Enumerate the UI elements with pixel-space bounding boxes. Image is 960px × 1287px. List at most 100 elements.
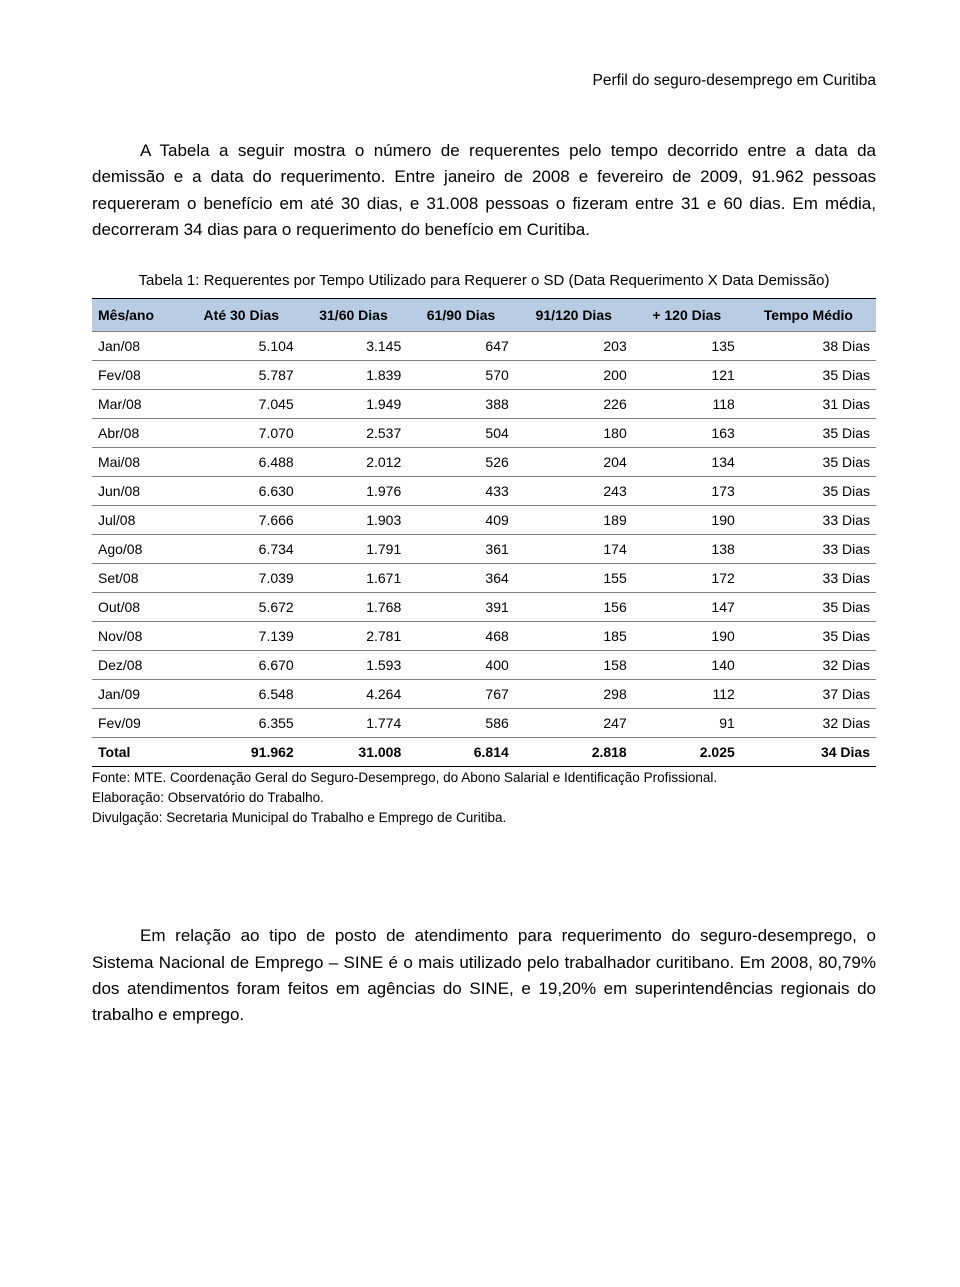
table-cell: Nov/08 <box>92 621 183 650</box>
col-header: Tempo Médio <box>741 298 876 331</box>
table-cell: 364 <box>407 563 515 592</box>
table-cell: 189 <box>515 505 633 534</box>
table-cell: 35 Dias <box>741 360 876 389</box>
table-cell: 33 Dias <box>741 505 876 534</box>
table-cell: 32 Dias <box>741 708 876 737</box>
table-cell: 388 <box>407 389 515 418</box>
table-row: Jan/085.1043.14564720313538 Dias <box>92 331 876 360</box>
table-cell: 2.537 <box>300 418 408 447</box>
col-header: 91/120 Dias <box>515 298 633 331</box>
table-row: Set/087.0391.67136415517233 Dias <box>92 563 876 592</box>
table-cell: Mar/08 <box>92 389 183 418</box>
table-cell: 1.976 <box>300 476 408 505</box>
table-cell: 361 <box>407 534 515 563</box>
table-cell: Dez/08 <box>92 650 183 679</box>
table-cell: Total <box>92 737 183 766</box>
table-cell: 1.903 <box>300 505 408 534</box>
table-cell: 5.104 <box>183 331 300 360</box>
table-cell: 147 <box>633 592 741 621</box>
table-cell: Jun/08 <box>92 476 183 505</box>
table-cell: 134 <box>633 447 741 476</box>
table-cell: 140 <box>633 650 741 679</box>
col-header: 61/90 Dias <box>407 298 515 331</box>
table-cell: 7.045 <box>183 389 300 418</box>
table-cell: 243 <box>515 476 633 505</box>
table-cell: 173 <box>633 476 741 505</box>
table-cell: 298 <box>515 679 633 708</box>
table-cell: 1.774 <box>300 708 408 737</box>
table-cell: 118 <box>633 389 741 418</box>
table-cell: 2.781 <box>300 621 408 650</box>
paragraph-1: A Tabela a seguir mostra o número de req… <box>92 138 876 243</box>
table-cell: 172 <box>633 563 741 592</box>
table-cell: 155 <box>515 563 633 592</box>
source-line-3: Divulgação: Secretaria Municipal do Trab… <box>92 809 876 827</box>
table-cell: 35 Dias <box>741 447 876 476</box>
table-cell: Abr/08 <box>92 418 183 447</box>
table-cell: 91.962 <box>183 737 300 766</box>
table-cell: 433 <box>407 476 515 505</box>
table-cell: 185 <box>515 621 633 650</box>
table-cell: 35 Dias <box>741 592 876 621</box>
table-cell: 6.355 <box>183 708 300 737</box>
table-cell: 7.070 <box>183 418 300 447</box>
source-line-2: Elaboração: Observatório do Trabalho. <box>92 789 876 807</box>
table-cell: 1.791 <box>300 534 408 563</box>
table-row: Jun/086.6301.97643324317335 Dias <box>92 476 876 505</box>
table-row: Fev/085.7871.83957020012135 Dias <box>92 360 876 389</box>
table-cell: 7.666 <box>183 505 300 534</box>
running-header: Perfil do seguro-desemprego em Curitiba <box>92 72 876 90</box>
source-line-1: Fonte: MTE. Coordenação Geral do Seguro-… <box>92 769 876 787</box>
table-cell: 31.008 <box>300 737 408 766</box>
table-cell: 5.672 <box>183 592 300 621</box>
table-cell: 158 <box>515 650 633 679</box>
table-cell: 121 <box>633 360 741 389</box>
table-cell: 7.039 <box>183 563 300 592</box>
paragraph-1-text: A Tabela a seguir mostra o número de req… <box>92 141 876 239</box>
table-cell: 6.548 <box>183 679 300 708</box>
col-header: + 120 Dias <box>633 298 741 331</box>
table-cell: 2.025 <box>633 737 741 766</box>
table-row: Abr/087.0702.53750418016335 Dias <box>92 418 876 447</box>
table-cell: 33 Dias <box>741 534 876 563</box>
table-cell: 1.593 <box>300 650 408 679</box>
table-cell: 190 <box>633 621 741 650</box>
table-cell: Fev/09 <box>92 708 183 737</box>
col-header: Mês/ano <box>92 298 183 331</box>
table-cell: Jul/08 <box>92 505 183 534</box>
col-header: Até 30 Dias <box>183 298 300 331</box>
paragraph-2-text: Em relação ao tipo de posto de atendimen… <box>92 926 876 1024</box>
table-cell: Ago/08 <box>92 534 183 563</box>
table-header-row: Mês/ano Até 30 Dias 31/60 Dias 61/90 Dia… <box>92 298 876 331</box>
table-cell: 203 <box>515 331 633 360</box>
table-cell: 32 Dias <box>741 650 876 679</box>
table-cell: 1.949 <box>300 389 408 418</box>
table-cell: 586 <box>407 708 515 737</box>
table-row: Ago/086.7341.79136117413833 Dias <box>92 534 876 563</box>
table-cell: 247 <box>515 708 633 737</box>
table-cell: 409 <box>407 505 515 534</box>
table-cell: 6.814 <box>407 737 515 766</box>
table-row: Mar/087.0451.94938822611831 Dias <box>92 389 876 418</box>
table-cell: 400 <box>407 650 515 679</box>
table-cell: 647 <box>407 331 515 360</box>
table-cell: 468 <box>407 621 515 650</box>
table-cell: 91 <box>633 708 741 737</box>
table-row: Mai/086.4882.01252620413435 Dias <box>92 447 876 476</box>
table-cell: 767 <box>407 679 515 708</box>
table-cell: Mai/08 <box>92 447 183 476</box>
table-cell: 112 <box>633 679 741 708</box>
table-cell: 138 <box>633 534 741 563</box>
data-table: Mês/ano Até 30 Dias 31/60 Dias 61/90 Dia… <box>92 298 876 767</box>
table-cell: 35 Dias <box>741 476 876 505</box>
table-cell: 33 Dias <box>741 563 876 592</box>
table-cell: 526 <box>407 447 515 476</box>
table-body: Jan/085.1043.14564720313538 DiasFev/085.… <box>92 331 876 766</box>
table-cell: Fev/08 <box>92 360 183 389</box>
table-cell: 6.734 <box>183 534 300 563</box>
table-cell: 35 Dias <box>741 621 876 650</box>
table-cell: 163 <box>633 418 741 447</box>
table-cell: 174 <box>515 534 633 563</box>
table-cell: 570 <box>407 360 515 389</box>
table-total-row: Total91.96231.0086.8142.8182.02534 Dias <box>92 737 876 766</box>
